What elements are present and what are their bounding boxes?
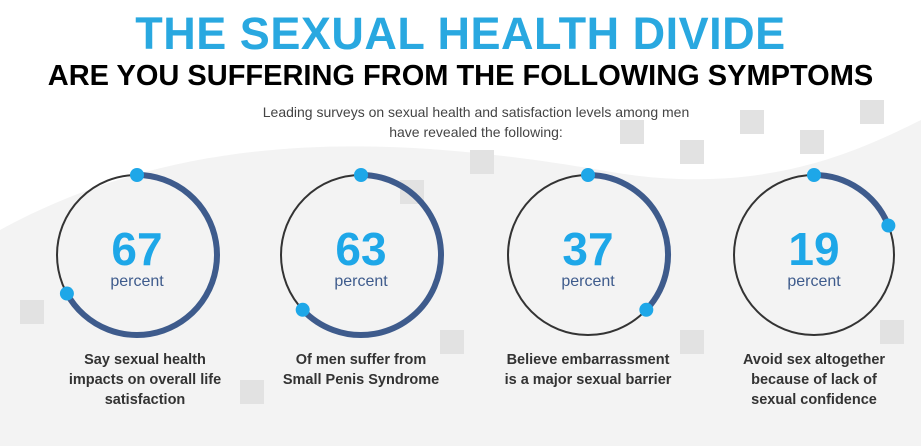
subtitle: ARE YOU SUFFERING FROM THE FOLLOWING SYM…	[47, 60, 874, 92]
progress-arc	[813, 172, 892, 227]
arc-dot	[881, 218, 896, 233]
arc-dot	[59, 286, 74, 301]
arc-dot	[581, 168, 595, 182]
arc-dot	[807, 168, 821, 182]
stat-caption: Believe embarrassment is a major sexual …	[504, 352, 672, 388]
progress-arc	[300, 172, 444, 338]
arc-dot	[354, 168, 368, 182]
stat-unit: percent	[561, 273, 615, 290]
stat-caption: Say sexual health impacts on overall lif…	[68, 352, 222, 408]
title: THE SEXUAL HEALTH DIVIDE	[135, 8, 786, 59]
progress-arc	[64, 172, 220, 338]
stat-unit: percent	[787, 273, 841, 290]
stat-value: 63	[335, 223, 386, 275]
stat-caption: Avoid sex altogether because of lack of …	[742, 352, 886, 408]
arc-dot	[130, 168, 144, 182]
arc-dot	[639, 302, 654, 317]
stat-value: 67	[111, 223, 162, 275]
stat-unit: percent	[110, 273, 164, 290]
arc-dot	[295, 302, 310, 317]
stat-value: 37	[562, 223, 613, 275]
progress-arc	[587, 172, 671, 312]
stat-unit: percent	[334, 273, 388, 290]
stat-caption: Of men suffer from Small Penis Syndrome	[282, 352, 440, 388]
description: Leading surveys on sexual health and sat…	[262, 104, 690, 140]
stat-value: 19	[788, 223, 839, 275]
